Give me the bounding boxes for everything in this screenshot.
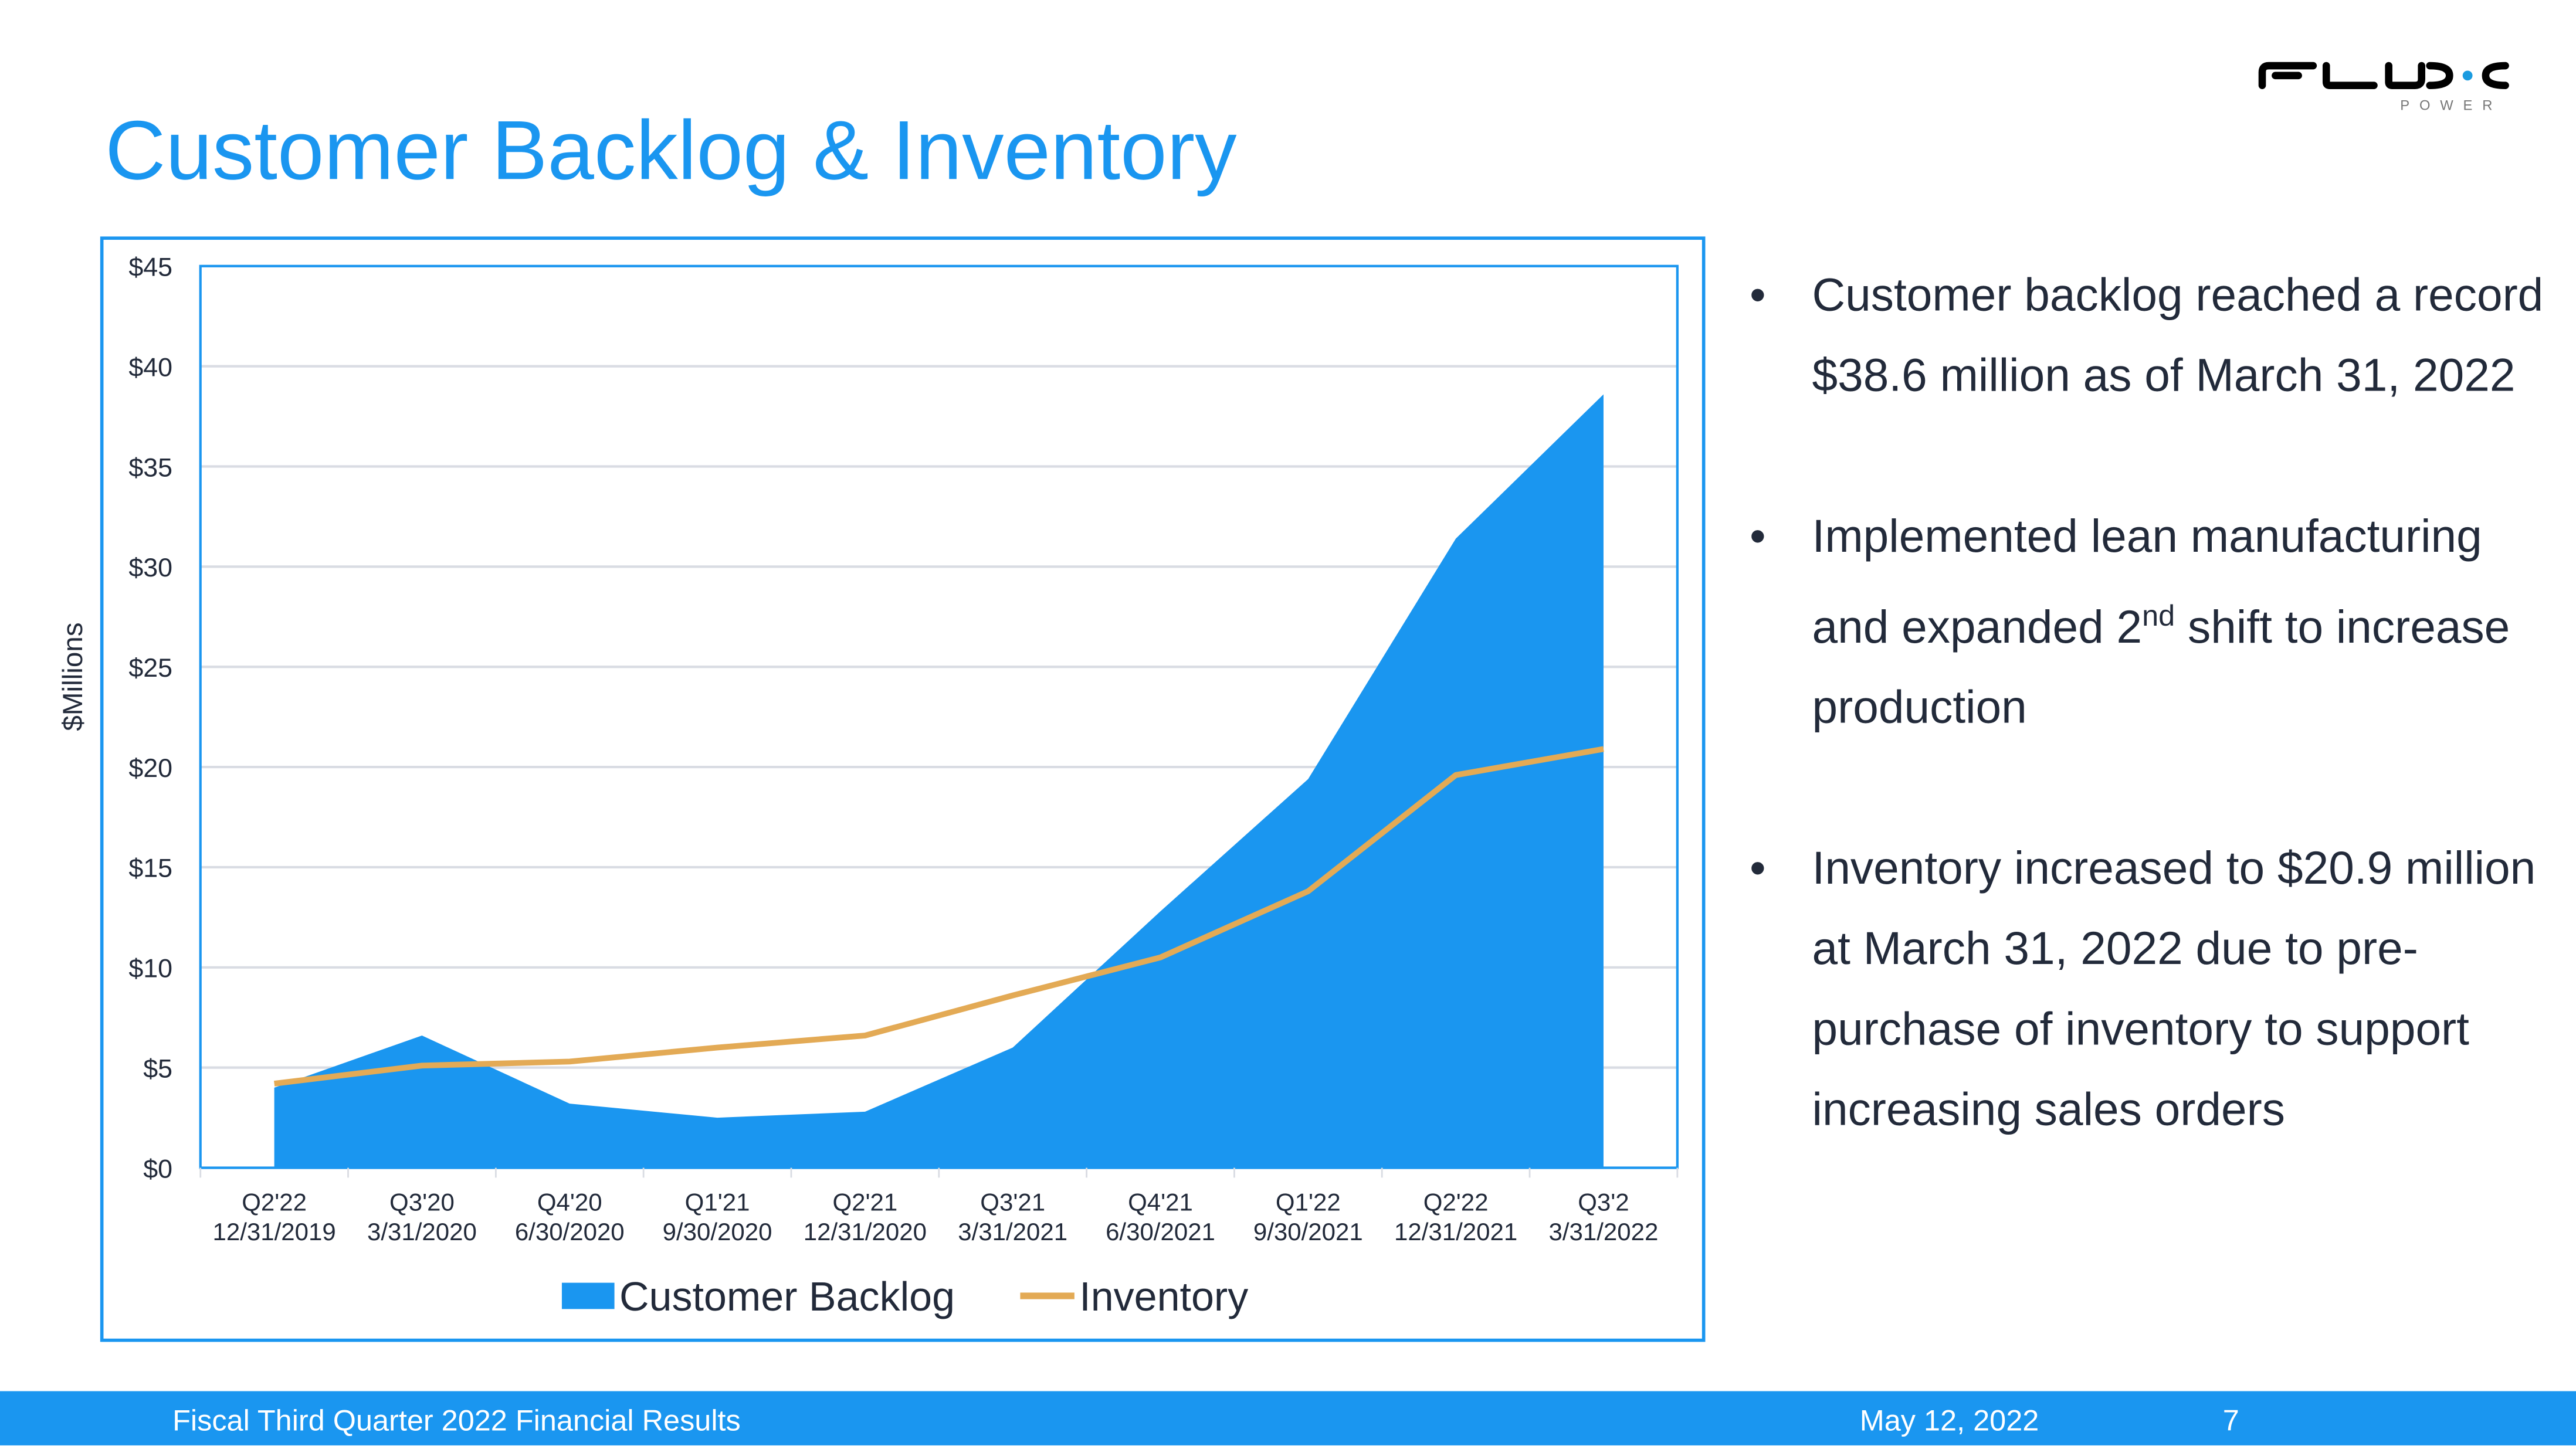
y-tick-label: $30	[128, 553, 172, 582]
x-tick-label-quarter: Q1'21	[685, 1188, 750, 1216]
bullet-item: • Inventory increased to $20.9 million at…	[1750, 843, 2536, 1136]
footer-date: May 12, 2022	[1859, 1404, 2039, 1437]
x-tick-label-quarter: Q3'20	[389, 1188, 455, 1216]
x-tick-label-date: 9/30/2020	[663, 1218, 772, 1245]
x-tick-label-date: 3/31/2022	[1549, 1218, 1659, 1245]
x-tick-label-quarter: Q2'22	[242, 1188, 307, 1216]
y-tick-label: $15	[128, 854, 172, 883]
legend-label-inventory: Inventory	[1079, 1274, 1248, 1319]
x-tick-label-quarter: Q2'21	[832, 1188, 897, 1216]
footer-title: Fiscal Third Quarter 2022 Financial Resu…	[172, 1404, 741, 1437]
x-tick-label-quarter: Q1'22	[1276, 1188, 1341, 1216]
x-tick-label-date: 6/30/2021	[1106, 1218, 1215, 1245]
x-tick-label-quarter: Q4'20	[537, 1188, 602, 1216]
customer-backlog-area	[274, 394, 1604, 1168]
x-tick-label-quarter: Q2'22	[1423, 1188, 1489, 1216]
y-tick-label: $25	[128, 653, 172, 683]
y-tick-label: $10	[128, 954, 172, 983]
x-tick-label-date: 3/31/2021	[958, 1218, 1067, 1245]
flux-power-logo: POWER	[2258, 62, 2509, 114]
y-tick-label: $5	[143, 1054, 172, 1083]
x-tick-label-date: 3/31/2020	[367, 1218, 477, 1245]
x-tick-label-quarter: Q3'21	[980, 1188, 1045, 1216]
y-tick-label: $0	[143, 1154, 172, 1183]
y-axis-label: $Millions	[57, 622, 89, 731]
bullet-item: • Customer backlog reached a record $38.6…	[1750, 269, 2544, 401]
x-tick-label-date: 12/31/2021	[1394, 1218, 1517, 1245]
y-tick-label: $20	[128, 753, 172, 783]
x-tick-label-date: 9/30/2021	[1253, 1218, 1363, 1245]
bullet-list: • Customer backlog reached a record $38.6…	[1750, 254, 2554, 1231]
x-tick-label-date: 12/31/2020	[804, 1218, 927, 1245]
x-tick-label-quarter: Q3'2	[1578, 1188, 1629, 1216]
legend-swatch-backlog	[561, 1282, 615, 1309]
chart-frame	[100, 236, 1706, 1342]
page-title: Customer Backlog & Inventory	[105, 103, 1237, 198]
footer-bar: Fiscal Third Quarter 2022 Financial Resu…	[0, 1391, 2576, 1445]
y-tick-label: $45	[128, 253, 172, 282]
logo-subtext: POWER	[2400, 98, 2502, 114]
y-tick-label: $40	[128, 352, 172, 382]
page-number: 7	[2222, 1404, 2239, 1437]
bullet-item: • Implemented lean manufacturing and expa…	[1750, 511, 2510, 734]
y-tick-label: $35	[128, 453, 172, 482]
logo-dot	[2462, 70, 2473, 81]
inventory-line	[274, 746, 1604, 1087]
x-tick-label-quarter: Q4'21	[1128, 1188, 1193, 1216]
x-tick-label-date: 12/31/2019	[213, 1218, 336, 1245]
legend-label-backlog: Customer Backlog	[619, 1274, 955, 1319]
x-tick-label-date: 6/30/2020	[515, 1218, 625, 1245]
